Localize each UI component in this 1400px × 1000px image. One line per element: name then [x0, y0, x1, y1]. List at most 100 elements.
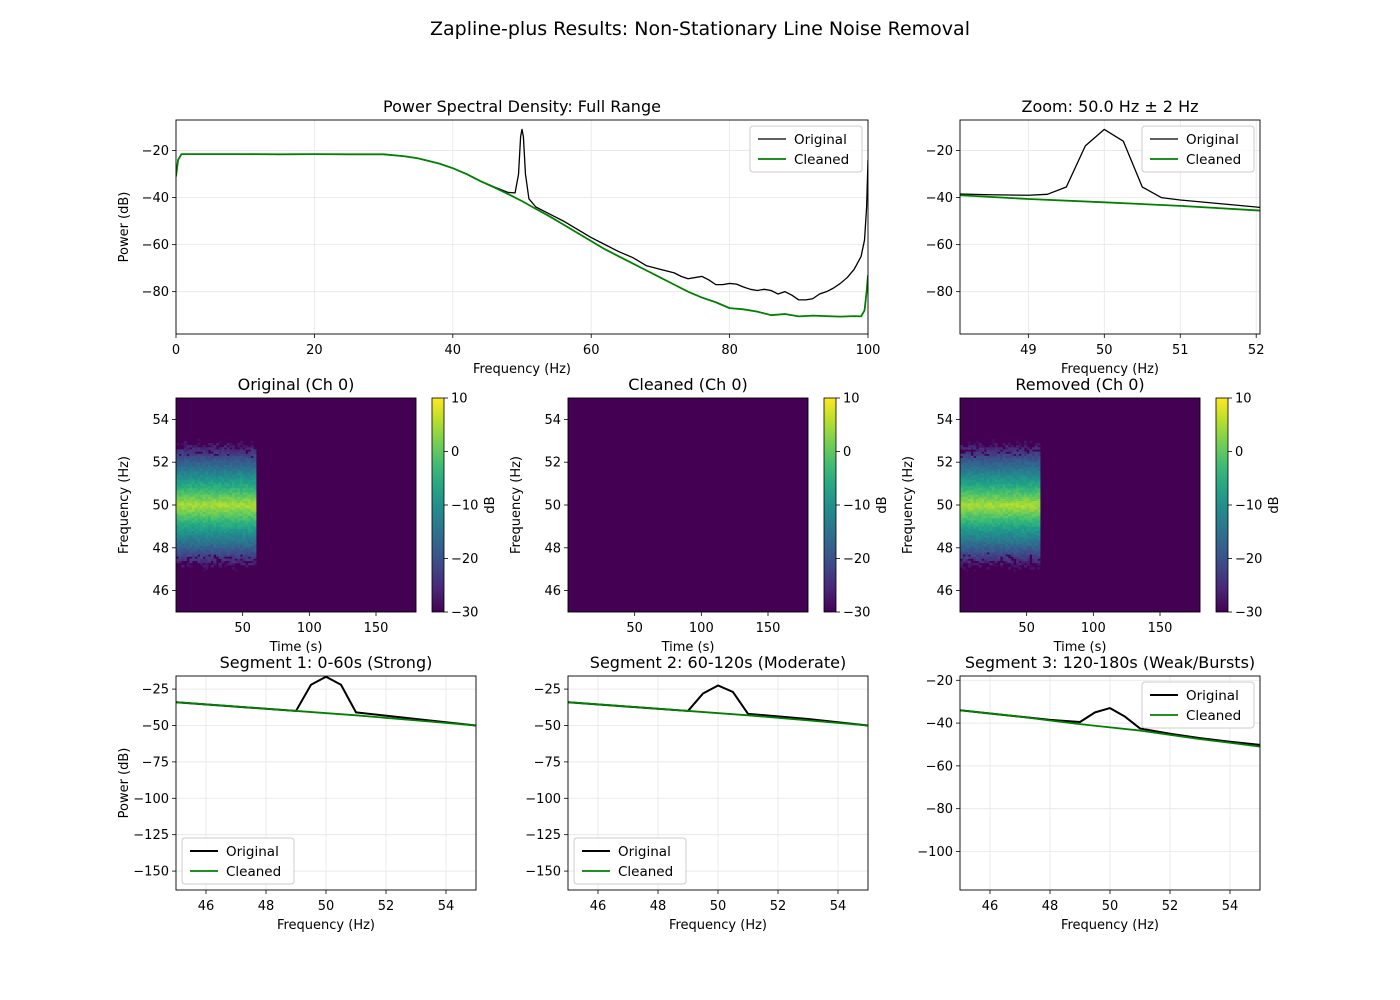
spec-removed-cell	[970, 522, 974, 525]
spec-removed-cell	[1024, 522, 1028, 525]
spec-removed-cell	[1037, 470, 1041, 474]
spec-original-cell	[250, 530, 254, 534]
spec-removed-cell	[984, 485, 988, 489]
spec-original-cell	[200, 483, 204, 487]
spec-removed-cell	[978, 507, 982, 510]
spec-removed-cell	[1000, 526, 1004, 529]
spec-original-cell	[194, 502, 198, 506]
spec-removed-cell	[965, 481, 969, 484]
spec-removed-cell	[981, 475, 985, 478]
spec-original-cell	[221, 524, 225, 527]
spec-original-cell	[229, 543, 233, 547]
spec-removed-cell	[978, 545, 982, 549]
spec-original-cell	[240, 481, 244, 484]
spec-original-cell	[240, 513, 244, 517]
spec-removed-cell	[968, 513, 972, 517]
spec-removed-cell	[992, 537, 996, 540]
spec-original-cell	[253, 487, 257, 491]
spec-removed-cell	[1000, 530, 1004, 534]
spec-original-cell	[197, 526, 201, 529]
spec-original-cell	[178, 485, 182, 489]
spec-removed-cell	[1024, 445, 1028, 448]
spec-original-cell	[208, 552, 212, 555]
spec-original-cell	[194, 513, 198, 517]
spec-removed-cell	[994, 513, 998, 517]
spec-removed-cell	[962, 558, 966, 562]
spec-original-cell	[194, 455, 198, 459]
spec-removed-cell	[992, 509, 996, 512]
spec-removed-cell	[965, 541, 969, 544]
spec-removed-cell	[997, 477, 1001, 480]
spec-original-cell	[189, 517, 193, 521]
spec-removed-cell	[992, 532, 996, 536]
spec-removed-cell	[992, 507, 996, 510]
spec-removed-title: Removed (Ch 0)	[1015, 375, 1144, 394]
spec-removed-cell	[960, 562, 964, 566]
spec-original-cell	[221, 466, 225, 470]
spec-original-cell	[245, 532, 249, 536]
spec-original-cell	[184, 502, 188, 506]
spec-removed-cell	[1010, 455, 1014, 459]
spec-removed-cell	[1026, 487, 1030, 491]
spec-original-cell	[213, 498, 217, 502]
spec-original-cell	[240, 532, 244, 536]
spec-removed-cell	[992, 515, 996, 519]
spec-removed-cell	[1010, 505, 1014, 508]
spec-removed-cell	[1000, 455, 1004, 459]
spec-removed-cell	[1018, 477, 1022, 480]
spec-original-cell	[176, 479, 180, 482]
spec-original-cell	[213, 460, 217, 463]
spec-original-ytick-label-1: 48	[152, 541, 169, 556]
spec-removed-cell	[994, 481, 998, 484]
spec-original-cell	[229, 519, 233, 523]
spec-removed-cell	[1026, 502, 1030, 506]
spec-removed-cell	[1018, 513, 1022, 517]
spec-original-cell	[216, 552, 220, 555]
spec-removed-cell	[992, 522, 996, 525]
spec-removed-cell	[965, 549, 969, 553]
spec-original-cell	[178, 549, 182, 553]
spec-original-cell	[248, 500, 252, 504]
spec-removed-cell	[989, 470, 993, 474]
spec-original-cell	[197, 532, 201, 536]
spec-removed-cell	[994, 451, 998, 455]
spec-removed-cell	[992, 477, 996, 480]
spec-removed-cell	[992, 545, 996, 549]
spec-removed-cell	[960, 470, 964, 474]
spec-removed-cell	[986, 517, 990, 521]
spec-removed-cell	[1002, 549, 1006, 553]
spec-removed-cell	[1032, 505, 1036, 508]
spec-original-cell	[218, 547, 222, 551]
spec-original-cell	[197, 511, 201, 514]
spec-original-colorbar-tick-label-2: −10	[451, 499, 478, 514]
spec-removed-cell	[1002, 498, 1006, 502]
spec-removed-cell	[1002, 526, 1006, 529]
spec-original-cell	[250, 483, 254, 487]
spec-removed-cell	[1018, 498, 1022, 502]
spec-removed-cell	[994, 500, 998, 504]
spec-original-cell	[176, 460, 180, 463]
spec-removed-cell	[1002, 472, 1006, 476]
spec-removed-cell	[992, 447, 996, 450]
spec-removed-cell	[992, 464, 996, 467]
spec-original-cell	[194, 494, 198, 497]
spec-original-cell	[234, 449, 238, 452]
spec-original-cell	[218, 530, 222, 534]
spec-removed-cell	[968, 440, 972, 444]
spec-original-cell	[216, 462, 220, 465]
spec-original-cell	[178, 472, 182, 476]
spec-original-cell	[232, 475, 236, 478]
spec-removed-cell	[973, 526, 977, 529]
spec-original-cell	[210, 490, 214, 493]
spec-original-cell	[181, 475, 185, 478]
spec-removed-cell	[1002, 502, 1006, 506]
spec-original-cell	[245, 481, 249, 484]
spec-removed-cell	[1032, 526, 1036, 529]
spec-original-cell	[237, 543, 241, 547]
spec-original-cell	[216, 472, 220, 476]
spec-original-cell	[184, 507, 188, 510]
spec-removed-cell	[981, 460, 985, 463]
spec-removed-cell	[960, 502, 964, 506]
spec-original-cell	[242, 445, 246, 448]
spec-original-cell	[245, 455, 249, 459]
